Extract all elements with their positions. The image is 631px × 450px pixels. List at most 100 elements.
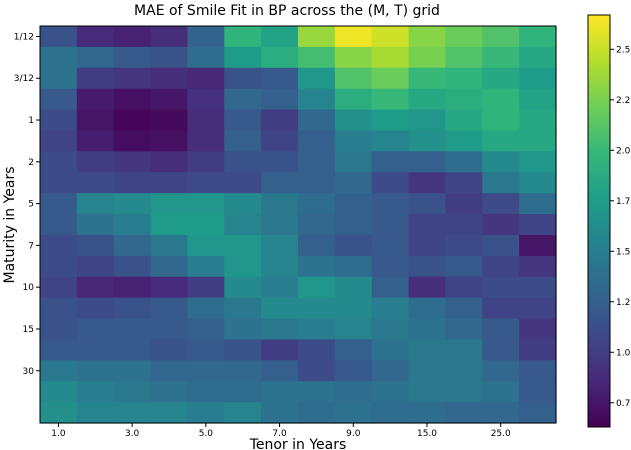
- heatmap-cell: [408, 109, 447, 132]
- heatmap-cell: [334, 88, 373, 111]
- x-tick-label: 3.0: [125, 429, 140, 439]
- heatmap-cell: [150, 339, 189, 361]
- heatmap-cell: [76, 130, 115, 152]
- heatmap-cell: [150, 381, 189, 403]
- colorbar-ticks: 0.75 1.00 1.25 1.50 1.75 2.00 2.25 2.50: [610, 45, 631, 409]
- heatmap-cell: [408, 151, 447, 173]
- heatmap-cell: [40, 339, 78, 361]
- heatmap-cell: [445, 297, 483, 320]
- heatmap-cell: [482, 339, 520, 361]
- heatmap-cell: [261, 67, 299, 90]
- heatmap-cell: [371, 318, 410, 341]
- heatmap-cell: [519, 276, 557, 299]
- heatmap-cell: [150, 88, 189, 111]
- heatmap-cell: [261, 130, 299, 152]
- heatmap-cell: [371, 297, 410, 320]
- heatmap-cell: [113, 46, 152, 69]
- heatmap-cell: [445, 193, 483, 215]
- heatmap-cell: [445, 255, 483, 278]
- heatmap-cell: [371, 67, 410, 90]
- heatmap-cell: [482, 381, 520, 403]
- colorbar: [587, 14, 611, 428]
- heatmap-cell: [482, 109, 520, 132]
- heatmap-cell: [40, 381, 78, 403]
- heatmap-cell: [298, 339, 336, 361]
- heatmap-cell: [113, 297, 152, 320]
- heatmap-cell: [408, 214, 447, 236]
- heatmap-cell: [482, 360, 520, 382]
- heatmap-cell: [482, 297, 520, 320]
- heatmap-cell: [482, 67, 520, 90]
- heatmap-cell: [371, 234, 410, 257]
- heatmap-cell: [187, 151, 225, 173]
- heatmap-cell: [334, 109, 373, 132]
- heatmap-cell: [187, 46, 225, 69]
- heatmap-cell: [224, 193, 262, 215]
- colorbar-tick-label: 2.25: [616, 96, 631, 106]
- heatmap-cell: [371, 151, 410, 173]
- heatmap-cell: [298, 193, 336, 215]
- heatmap-cell: [482, 130, 520, 152]
- heatmap-cell: [445, 151, 483, 173]
- plot-frame: [39, 25, 557, 424]
- colorbar-tick-label: 1.75: [616, 197, 631, 207]
- heatmap-cell: [371, 46, 410, 69]
- heatmap-cell: [482, 151, 520, 173]
- heatmap-cell: [150, 234, 189, 257]
- y-tick-label: 1/12: [14, 32, 34, 42]
- heatmap-cell: [40, 67, 78, 90]
- heatmap-cell: [334, 360, 373, 382]
- heatmap-cell: [298, 130, 336, 152]
- heatmap-cell: [261, 402, 299, 424]
- heatmap-cell: [334, 214, 373, 236]
- heatmap-cell: [519, 360, 557, 382]
- heatmap-cell: [261, 214, 299, 236]
- heatmap-cell: [519, 402, 557, 424]
- heatmap-cell: [187, 214, 225, 236]
- heatmap-cell: [261, 26, 299, 48]
- heatmap-cell: [519, 109, 557, 132]
- heatmap-cell: [40, 46, 78, 69]
- heatmap-cell: [334, 67, 373, 90]
- y-tick-label: 3/12: [14, 74, 34, 84]
- heatmap-cell: [187, 297, 225, 320]
- y-tick-label: 7: [28, 241, 34, 251]
- heatmap-cell: [113, 130, 152, 152]
- heatmap-cell: [113, 339, 152, 361]
- heatmap-cell: [445, 88, 483, 111]
- heatmap-cell: [76, 381, 115, 403]
- heatmap-cell: [482, 88, 520, 111]
- heatmap-cell: [334, 402, 373, 424]
- y-tick-label: 1: [28, 116, 34, 126]
- heatmap-cell: [76, 339, 115, 361]
- heatmap-cell: [334, 151, 373, 173]
- heatmap-cell: [150, 46, 189, 69]
- heatmap-cell: [40, 234, 78, 257]
- x-tick-label: 9.0: [346, 429, 361, 439]
- heatmap-cell: [150, 402, 189, 424]
- heatmap-cell: [224, 276, 262, 299]
- heatmap-cell: [334, 255, 373, 278]
- heatmap-cell: [40, 172, 78, 194]
- heatmap-cell: [187, 130, 225, 152]
- heatmap-cell: [76, 255, 115, 278]
- heatmap-cell: [408, 402, 447, 424]
- heatmap-cell: [113, 26, 152, 48]
- heatmap-cell: [224, 130, 262, 152]
- heatmap-cell: [40, 297, 78, 320]
- heatmap-cell: [224, 88, 262, 111]
- heatmap-cell: [76, 297, 115, 320]
- heatmap-cell: [519, 172, 557, 194]
- heatmap-cell: [187, 402, 225, 424]
- colorbar-tick-label: 0.75: [616, 399, 631, 409]
- heatmap-cell: [261, 339, 299, 361]
- heatmap-cell: [113, 234, 152, 257]
- heatmap-cell: [224, 26, 262, 48]
- heatmap-cell: [224, 402, 262, 424]
- heatmap-cell: [371, 381, 410, 403]
- heatmap-cell: [113, 151, 152, 173]
- heatmap-cell: [113, 214, 152, 236]
- heatmap-cell: [224, 360, 262, 382]
- heatmap-cell: [150, 255, 189, 278]
- heatmap-cell: [482, 402, 520, 424]
